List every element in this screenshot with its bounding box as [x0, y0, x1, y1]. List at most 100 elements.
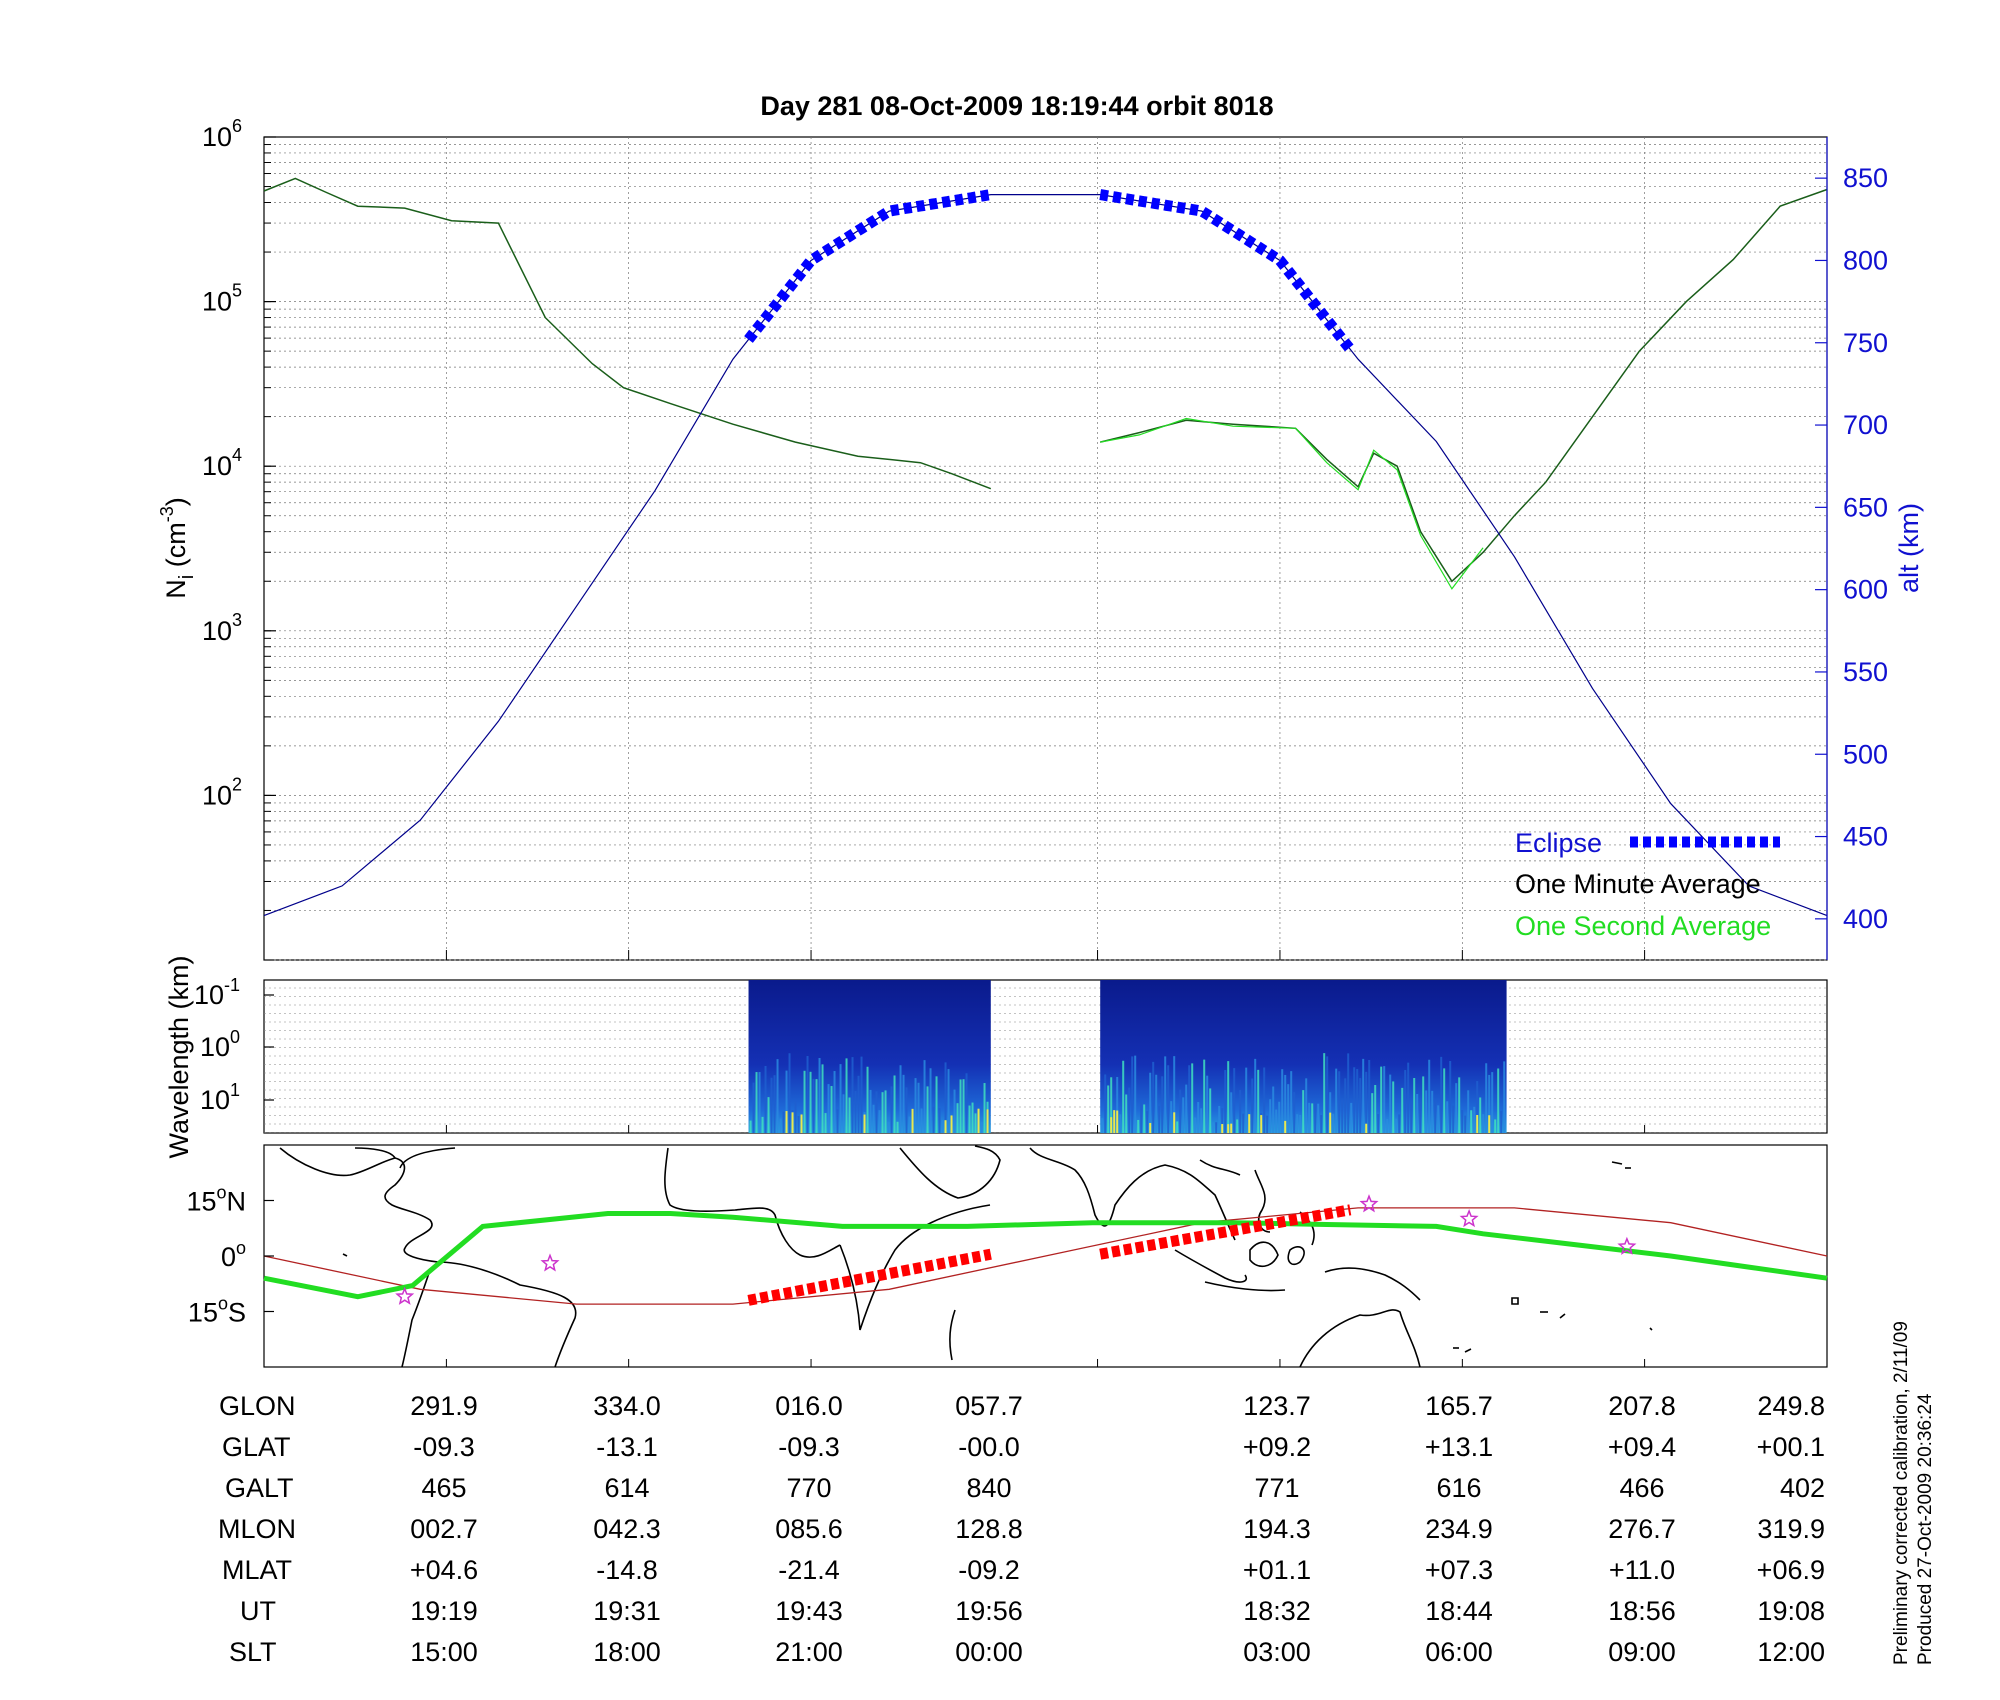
density-tick-label: 103: [202, 610, 242, 646]
footnote: Preliminary corrected calibration, 2/11/…: [1891, 1321, 1936, 1665]
table-cell: 002.7: [410, 1514, 478, 1544]
spectrogram-panel: 10-1 100 101 Wavelength (km): [164, 955, 1828, 1159]
ground-track-tick-label: 0o: [221, 1238, 246, 1272]
density-tick-label: 106: [202, 116, 242, 152]
minute-average-line: [1100, 188, 1828, 583]
eclipse-track-segment: [1099, 1204, 1352, 1260]
altitude-tick-label: 800: [1843, 245, 1888, 275]
legend-minute-label: One Minute Average: [1515, 869, 1761, 899]
density-ylabel: Ni (cm-3): [157, 497, 198, 598]
second-average-line: [1100, 417, 1484, 590]
table-cell: 771: [1254, 1473, 1299, 1503]
row-label-mlon: MLON: [218, 1514, 296, 1544]
table-cell: 616: [1436, 1473, 1481, 1503]
density-series: [263, 177, 1828, 917]
table-cell: 402: [1780, 1473, 1825, 1503]
ground-track-series: [263, 1194, 1828, 1306]
spectrogram-tick-label: 101: [200, 1080, 240, 1115]
table-cell: -09.3: [778, 1432, 840, 1462]
density-tick-label: 104: [202, 445, 242, 481]
satellite-track: [263, 1211, 1828, 1300]
legend: Eclipse One Minute Average One Second Av…: [1515, 828, 1780, 941]
table-cell: 19:08: [1757, 1596, 1825, 1626]
star-marker: [395, 1286, 415, 1305]
table-cell: 614: [604, 1473, 649, 1503]
table-cell: 465: [421, 1473, 466, 1503]
table-cell: 00:00: [955, 1637, 1023, 1667]
row-label-galt: GALT: [225, 1473, 294, 1503]
altitude-line: [263, 194, 1828, 917]
table-cell: 319.9: [1757, 1514, 1825, 1544]
star-marker: [1459, 1208, 1479, 1228]
table-cell: +06.9: [1757, 1555, 1825, 1585]
altitude-tick-label: 600: [1843, 575, 1888, 605]
table-cell: 291.9: [410, 1391, 478, 1421]
table-cell: 18:56: [1608, 1596, 1676, 1626]
table-cell: 18:32: [1243, 1596, 1311, 1626]
spectrogram-tick-label: 10-1: [194, 975, 240, 1010]
footnote-line1: Preliminary corrected calibration, 2/11/…: [1891, 1321, 1912, 1665]
table-cell: +13.1: [1425, 1432, 1493, 1462]
ground-track-tick-label: 15oS: [188, 1294, 246, 1328]
table-cell: 03:00: [1243, 1637, 1311, 1667]
table-cell: +04.6: [410, 1555, 478, 1585]
table-cell: +01.1: [1243, 1555, 1311, 1585]
altitude-tick-label: 650: [1843, 492, 1888, 522]
density-grid: [264, 137, 1827, 961]
table-cell: 334.0: [593, 1391, 661, 1421]
altitude-tick-label: 450: [1843, 822, 1888, 852]
table-cell: -13.1: [596, 1432, 658, 1462]
table-cell: 19:19: [410, 1596, 478, 1626]
chart-title: Day 281 08-Oct-2009 18:19:44 orbit 8018: [760, 91, 1273, 121]
table-cell: -09.2: [958, 1555, 1020, 1585]
table-cell: 016.0: [775, 1391, 843, 1421]
eclipse-segment: [1099, 189, 1355, 353]
table-cell: +09.4: [1608, 1432, 1676, 1462]
table-cell: -00.0: [958, 1432, 1020, 1462]
ground-track-grid: [445, 1359, 1646, 1367]
table-cell: 249.8: [1757, 1391, 1825, 1421]
table-cell: +11.0: [1609, 1555, 1675, 1585]
spectrogram-tick-label: 100: [200, 1027, 240, 1062]
legend-eclipse-label: Eclipse: [1515, 828, 1602, 858]
altitude-tick-label: 550: [1843, 657, 1888, 687]
orbit-line: [263, 1207, 1828, 1305]
eclipse-segment: [744, 189, 992, 343]
coastlines: [279, 1145, 1653, 1368]
orbit-parameter-table: GLON GLAT GALT MLON MLAT UT SLT 291.9 -09…: [218, 1391, 1825, 1667]
star-marker: [1359, 1194, 1379, 1213]
spectrogram-frame: [263, 979, 1828, 1134]
table-cell: 123.7: [1243, 1391, 1311, 1421]
altitude-tick-label: 750: [1843, 328, 1888, 358]
table-cell: 128.8: [955, 1514, 1023, 1544]
table-cell: 057.7: [955, 1391, 1023, 1421]
legend-second-label: One Second Average: [1515, 911, 1771, 941]
row-label-ut: UT: [240, 1596, 276, 1626]
density-panel: 106 105 104 103 102 850 800 750 700 650 600 550 500…: [157, 116, 1924, 961]
table-cell: -09.3: [413, 1432, 475, 1462]
table-cell: 18:00: [593, 1637, 661, 1667]
table-cell: 19:43: [775, 1596, 843, 1626]
spectrogram-blocks: [748, 980, 1507, 1133]
eclipse-track-segment: [747, 1248, 992, 1306]
table-cell: -21.4: [778, 1555, 840, 1585]
eclipse-markers: [744, 189, 1355, 353]
table-cell: 234.9: [1425, 1514, 1493, 1544]
star-marker: [540, 1253, 560, 1272]
table-cell: 165.7: [1425, 1391, 1493, 1421]
table-cell: 12:00: [1757, 1637, 1825, 1667]
table-cell: 194.3: [1243, 1514, 1311, 1544]
density-tick-label: 102: [202, 774, 242, 810]
altitude-tick-label: 850: [1843, 163, 1888, 193]
table-cell: 15:00: [410, 1637, 478, 1667]
table-cell: 21:00: [775, 1637, 843, 1667]
altitude-tick-label: 700: [1843, 410, 1888, 440]
row-label-slt: SLT: [229, 1637, 277, 1667]
table-cell: 19:31: [593, 1596, 661, 1626]
table-cell: -14.8: [596, 1555, 658, 1585]
altitude-tick-label: 400: [1843, 904, 1888, 934]
table-cell: 06:00: [1425, 1637, 1493, 1667]
row-label-mlat: MLAT: [222, 1555, 292, 1585]
density-tick-label: 105: [202, 281, 242, 317]
altitude-tick-label: 500: [1843, 739, 1888, 769]
